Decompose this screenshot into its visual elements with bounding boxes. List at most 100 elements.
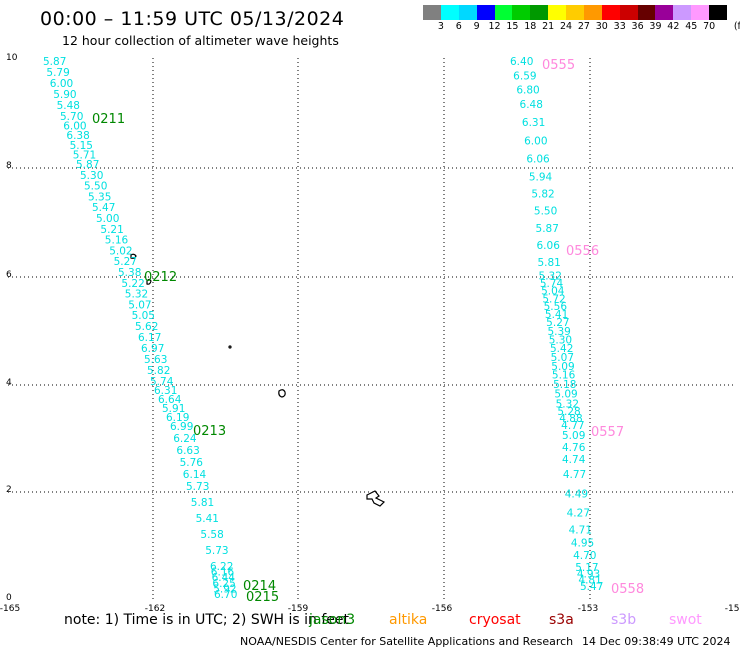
island-outlines [130, 253, 386, 507]
swh-label: 5.16 [552, 370, 576, 382]
satellite-jason3: jason3 [309, 612, 356, 628]
pass-time-label: 0211 [92, 112, 125, 127]
swh-label: 6.99 [170, 421, 193, 433]
map-title: 00:00 – 11:59 UTC 05/13/2024 [40, 8, 345, 30]
swh-label: 6.25 [212, 578, 235, 590]
swh-label: 4.81 [578, 575, 601, 587]
swh-label: 5.27 [546, 317, 569, 329]
swh-label: 5.09 [551, 361, 574, 373]
y-tick-label: 10 [6, 53, 18, 63]
swh-label: 6.80 [516, 85, 539, 97]
swh-label: 5.09 [554, 389, 577, 401]
legend-swatch [637, 5, 656, 20]
swh-label: 6.63 [176, 445, 199, 457]
swh-label: 5.39 [547, 326, 570, 338]
swh-label: 5.07 [128, 299, 151, 311]
y-tick-label: 4 [6, 378, 12, 388]
swh-label: 5.62 [135, 321, 158, 333]
swh-label: 5.79 [46, 67, 69, 79]
legend-label: 21 [542, 21, 555, 32]
legend-swatch [494, 5, 513, 20]
swh-label: 6.40 [510, 56, 533, 68]
swh-label: 5.05 [132, 310, 155, 322]
swh-label: 5.27 [114, 256, 137, 268]
x-tick-label: -165 [0, 604, 20, 614]
swh-label: 4.77 [561, 420, 584, 432]
legend-label: 45 [685, 21, 698, 32]
swh-label: 5.94 [529, 171, 553, 183]
swh-label: 5.16 [105, 235, 129, 247]
swh-label: 4.95 [571, 537, 594, 549]
swh-label: 6.97 [141, 343, 164, 355]
swh-label: 5.35 [88, 191, 111, 203]
swh-label: 5.74 [540, 278, 564, 290]
pass-time-label: 0215 [246, 590, 279, 605]
swh-label: 6.17 [138, 332, 161, 344]
swh-label: 5.00 [96, 213, 119, 225]
east-swh-track: 6.40 6.59 6.80 6.48 6.31 6.00 6.06 5.94 5.82 5.50… [510, 56, 603, 593]
swh-label: 5.76 [180, 457, 204, 469]
swh-label: 5.28 [557, 406, 580, 418]
swh-label: 5.32 [556, 398, 579, 410]
swh-label: 6.24 [173, 433, 197, 445]
map-subtitle: 12 hour collection of altimeter wave hei… [62, 33, 339, 48]
swh-label: 5.70 [60, 111, 83, 123]
swh-label: 5.91 [162, 403, 185, 415]
swh-label: 6.06 [526, 154, 550, 166]
swh-label: 5.02 [109, 245, 132, 257]
swh-label: 5.92 [213, 583, 236, 595]
legend-label: 36 [631, 21, 644, 32]
legend-label: 70 [703, 21, 716, 32]
map-grid [8, 58, 735, 600]
swh-label: 5.81 [537, 257, 560, 269]
swh-label: 6.48 [520, 99, 543, 111]
swh-label: 5.73 [205, 545, 228, 557]
swh-label: 6.22 [210, 561, 233, 573]
swh-label: 6.59 [513, 70, 536, 82]
swh-label: 4.93 [577, 568, 600, 580]
swh-label: 6.70 [214, 589, 237, 601]
legend-label: 30 [595, 21, 608, 32]
swh-label: 5.74 [150, 376, 174, 388]
swh-label: 6.06 [537, 240, 561, 252]
swh-label: 5.22 [121, 278, 144, 290]
swh-label: 4.76 [562, 442, 586, 454]
swh-label: 5.82 [147, 365, 170, 377]
x-tick-label: -150 [725, 604, 740, 614]
swh-label: 5.42 [550, 343, 573, 355]
legend-label: 33 [613, 21, 626, 32]
generation-timestamp: 14 Dec 09:38:49 UTC 2024 [582, 635, 731, 648]
swh-label: 4.70 [573, 550, 596, 562]
legend-label: 3 [437, 21, 444, 32]
swh-label: 5.72 [542, 293, 565, 305]
pass-time-label: 0557 [591, 425, 624, 440]
swh-label: 5.32 [539, 270, 562, 282]
satellite-s3a: s3a [549, 612, 574, 628]
satellite-cryosat: cryosat [469, 612, 521, 628]
legend-swatch [476, 5, 495, 20]
swh-label: 6.19 [166, 412, 189, 424]
swh-label: 6.38 [66, 130, 89, 142]
swh-label: 5.87 [536, 223, 559, 235]
swh-label: 5.04 [541, 286, 565, 298]
swh-label: 6.16 [211, 567, 235, 579]
swh-label: 6.00 [524, 135, 547, 147]
island-kauai [146, 278, 152, 285]
legend-label: 12 [488, 21, 501, 32]
island-oahu [278, 389, 286, 398]
satellite-swot: swot [669, 612, 702, 628]
pass-time-label: 0555 [542, 58, 575, 73]
legend-swatch [423, 5, 441, 20]
credit-line: NOAA/NESDIS Center for Satellite Applica… [240, 635, 574, 648]
swh-label: 6.14 [183, 469, 207, 481]
axis-ticks: -165 -162 -159 -156 -153 -150 0 2 4 6 8 10 [0, 53, 740, 614]
x-tick-label: -159 [288, 604, 309, 614]
swh-label: 5.47 [580, 581, 603, 593]
swh-label: 5.38 [118, 267, 141, 279]
legend-swatch [709, 5, 727, 20]
legend-swatch [583, 5, 602, 20]
color-legend [423, 5, 727, 20]
legend-label: 9 [473, 21, 480, 32]
